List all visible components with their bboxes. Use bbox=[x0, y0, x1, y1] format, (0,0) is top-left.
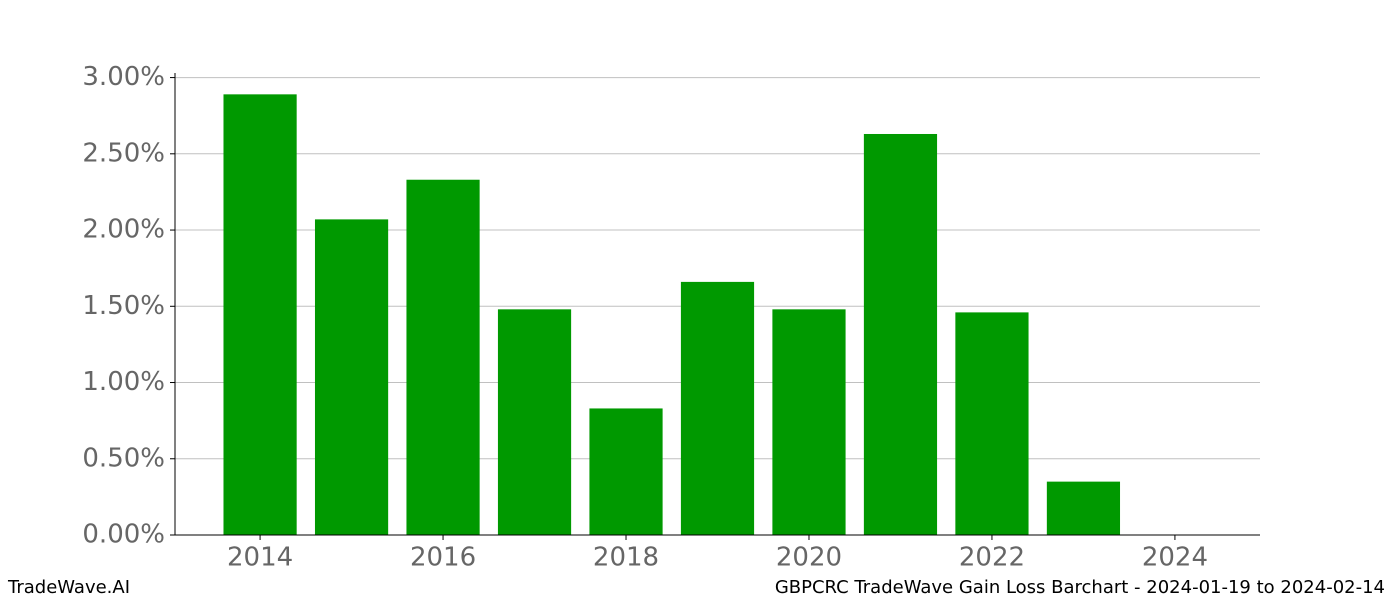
bar bbox=[863, 133, 938, 535]
y-tick-label: 1.00% bbox=[82, 367, 165, 397]
y-tick-label: 2.50% bbox=[82, 138, 165, 168]
x-tick-label: 2016 bbox=[410, 543, 476, 573]
watermark: TradeWave.AI bbox=[7, 577, 130, 598]
y-tick-label: 2.00% bbox=[82, 215, 165, 245]
y-tick-label: 0.00% bbox=[82, 520, 165, 550]
x-tick-label: 2020 bbox=[776, 543, 842, 573]
x-tick-label: 2014 bbox=[227, 543, 293, 573]
x-tick-label: 2018 bbox=[593, 543, 659, 573]
bar bbox=[406, 179, 480, 535]
y-tick-label: 0.50% bbox=[82, 443, 165, 473]
x-tick-label: 2022 bbox=[959, 543, 1025, 573]
footer-title: GBPCRC TradeWave Gain Loss Barchart - 20… bbox=[775, 577, 1385, 598]
x-tick-label: 2024 bbox=[1142, 543, 1208, 573]
bar bbox=[589, 408, 663, 535]
bar bbox=[1046, 481, 1121, 535]
y-tick-label: 3.00% bbox=[82, 62, 165, 92]
bar bbox=[497, 309, 572, 535]
bar bbox=[772, 309, 846, 535]
bar bbox=[955, 312, 1029, 535]
bar bbox=[680, 281, 755, 535]
bar bbox=[223, 94, 297, 536]
bar bbox=[314, 219, 389, 536]
y-tick-label: 1.50% bbox=[82, 291, 165, 321]
